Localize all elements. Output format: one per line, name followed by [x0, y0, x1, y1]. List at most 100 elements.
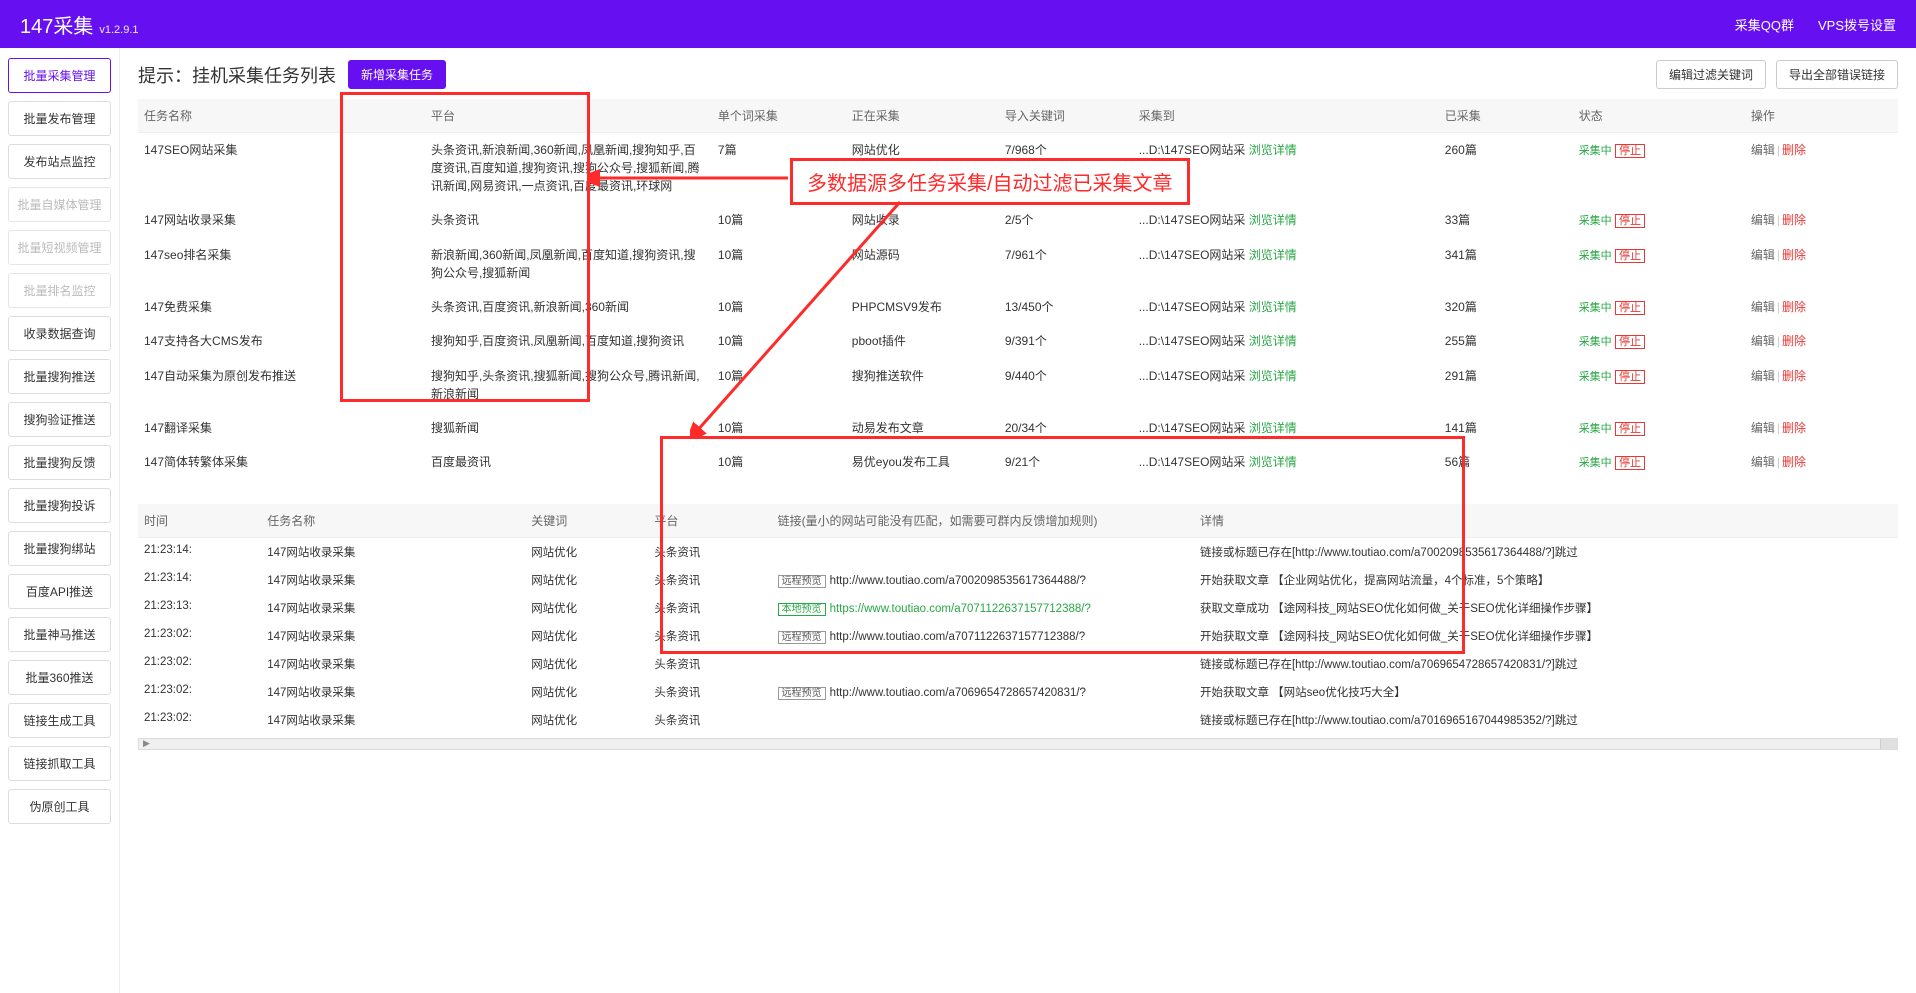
log-row: 21:23:02:147网站收录采集网站优化头条资讯链接或标题已存在[http:… — [138, 650, 1898, 678]
task-ops: 编辑|删除 — [1745, 411, 1898, 446]
task-delete-button[interactable]: 删除 — [1782, 143, 1806, 157]
sidebar-item-9[interactable]: 批量搜狗反馈 — [8, 445, 111, 480]
task-detail-link[interactable]: 浏览详情 — [1249, 421, 1297, 435]
sidebar-item-7[interactable]: 批量搜狗推送 — [8, 359, 111, 394]
sidebar-item-5: 批量排名监控 — [8, 273, 111, 308]
header-link-qq[interactable]: 采集QQ群 — [1735, 15, 1794, 34]
task-edit-button[interactable]: 编辑 — [1751, 334, 1775, 348]
task-name: 147seo排名采集 — [138, 238, 425, 290]
task-edit-button[interactable]: 编辑 — [1751, 213, 1775, 227]
task-stop-button[interactable]: 停止 — [1615, 335, 1645, 349]
task-detail-link[interactable]: 浏览详情 — [1249, 369, 1297, 383]
sidebar-item-17[interactable]: 伪原创工具 — [8, 789, 111, 824]
task-platform: 新浪新闻,360新闻,凤凰新闻,百度知道,搜狗资讯,搜狗公众号,搜狐新闻 — [425, 238, 712, 290]
header-link-vps[interactable]: VPS拨号设置 — [1818, 15, 1896, 34]
log-row: 21:23:02:147网站收录采集网站优化头条资讯链接或标题已存在[http:… — [138, 706, 1898, 734]
sidebar-item-8[interactable]: 搜狗验证推送 — [8, 402, 111, 437]
log-keyword: 网站优化 — [525, 537, 648, 566]
horizontal-scrollbar[interactable] — [138, 738, 1898, 750]
remote-preview-tag[interactable]: 远程预览 — [778, 631, 826, 644]
task-edit-button[interactable]: 编辑 — [1751, 369, 1775, 383]
task-done: 291篇 — [1439, 359, 1573, 411]
task-ops: 编辑|删除 — [1745, 324, 1898, 359]
log-link[interactable]: http://www.toutiao.com/a7069654728657420… — [830, 687, 1086, 699]
task-per: 10篇 — [712, 411, 846, 446]
task-delete-button[interactable]: 删除 — [1782, 213, 1806, 227]
sidebar-item-10[interactable]: 批量搜狗投诉 — [8, 488, 111, 523]
log-time: 21:23:14: — [138, 566, 261, 594]
task-row: 147简体转繁体采集百度最资讯10篇易优eyou发布工具9/21个...D:\1… — [138, 445, 1898, 480]
log-task: 147网站收录采集 — [261, 678, 525, 706]
log-link[interactable]: http://www.toutiao.com/a7002098535617364… — [830, 575, 1086, 587]
task-detail-link[interactable]: 浏览详情 — [1249, 300, 1297, 314]
task-delete-button[interactable]: 删除 — [1782, 455, 1806, 469]
task-keywords: 20/34个 — [999, 411, 1133, 446]
task-edit-button[interactable]: 编辑 — [1751, 248, 1775, 262]
task-stop-button[interactable]: 停止 — [1615, 214, 1645, 228]
local-preview-tag[interactable]: 本地预览 — [778, 603, 826, 616]
task-path: ...D:\147SEO网站采 浏览详情 — [1133, 133, 1439, 204]
task-stop-button[interactable]: 停止 — [1615, 144, 1645, 158]
sidebar-item-14[interactable]: 批量360推送 — [8, 660, 111, 695]
sidebar-item-0[interactable]: 批量采集管理 — [8, 58, 111, 93]
task-detail-link[interactable]: 浏览详情 — [1249, 143, 1297, 157]
filter-keywords-button[interactable]: 编辑过滤关键词 — [1656, 60, 1766, 89]
task-detail-link[interactable]: 浏览详情 — [1249, 213, 1297, 227]
task-done: 341篇 — [1439, 238, 1573, 290]
task-path: ...D:\147SEO网站采 浏览详情 — [1133, 324, 1439, 359]
task-detail-link[interactable]: 浏览详情 — [1249, 455, 1297, 469]
task-keywords: 7/968个 — [999, 133, 1133, 204]
task-collecting: pboot插件 — [846, 324, 999, 359]
sidebar-item-12[interactable]: 百度API推送 — [8, 574, 111, 609]
task-delete-button[interactable]: 删除 — [1782, 300, 1806, 314]
task-path: ...D:\147SEO网站采 浏览详情 — [1133, 411, 1439, 446]
task-collecting: 搜狗推送软件 — [846, 359, 999, 411]
export-errors-button[interactable]: 导出全部错误链接 — [1776, 60, 1898, 89]
remote-preview-tag[interactable]: 远程预览 — [778, 687, 826, 700]
log-task: 147网站收录采集 — [261, 566, 525, 594]
task-detail-link[interactable]: 浏览详情 — [1249, 334, 1297, 348]
content-area: 提示：挂机采集任务列表 新增采集任务 编辑过滤关键词 导出全部错误链接 任务名称… — [120, 48, 1916, 993]
log-col-0: 时间 — [138, 504, 261, 538]
log-link-cell: 本地预览 https://www.toutiao.com/a70711226371… — [772, 594, 1194, 622]
task-per: 10篇 — [712, 203, 846, 238]
tasks-table: 任务名称平台单个词采集正在采集导入关键词采集到已采集状态操作 147SEO网站采… — [138, 99, 1898, 480]
remote-preview-tag[interactable]: 远程预览 — [778, 575, 826, 588]
tasks-col-2: 单个词采集 — [712, 99, 846, 133]
sidebar-item-1[interactable]: 批量发布管理 — [8, 101, 111, 136]
sidebar-item-11[interactable]: 批量搜狗绑站 — [8, 531, 111, 566]
task-delete-button[interactable]: 删除 — [1782, 248, 1806, 262]
task-path: ...D:\147SEO网站采 浏览详情 — [1133, 359, 1439, 411]
task-edit-button[interactable]: 编辑 — [1751, 421, 1775, 435]
task-stop-button[interactable]: 停止 — [1615, 456, 1645, 470]
task-delete-button[interactable]: 删除 — [1782, 334, 1806, 348]
log-link[interactable]: http://www.toutiao.com/a7071122637157712… — [830, 631, 1086, 643]
task-edit-button[interactable]: 编辑 — [1751, 143, 1775, 157]
task-edit-button[interactable]: 编辑 — [1751, 455, 1775, 469]
sidebar-item-2[interactable]: 发布站点监控 — [8, 144, 111, 179]
task-edit-button[interactable]: 编辑 — [1751, 300, 1775, 314]
sidebar-item-16[interactable]: 链接抓取工具 — [8, 746, 111, 781]
task-delete-button[interactable]: 删除 — [1782, 421, 1806, 435]
task-platform: 搜狗知乎,百度资讯,凤凰新闻,百度知道,搜狗资讯 — [425, 324, 712, 359]
task-name: 147网站收录采集 — [138, 203, 425, 238]
sidebar-item-15[interactable]: 链接生成工具 — [8, 703, 111, 738]
new-task-button[interactable]: 新增采集任务 — [348, 60, 446, 89]
task-platform: 百度最资讯 — [425, 445, 712, 480]
log-link[interactable]: https://www.toutiao.com/a707112263715771… — [830, 603, 1091, 615]
task-stop-button[interactable]: 停止 — [1615, 370, 1645, 384]
task-stop-button[interactable]: 停止 — [1615, 422, 1645, 436]
task-row: 147seo排名采集新浪新闻,360新闻,凤凰新闻,百度知道,搜狗资讯,搜狗公众… — [138, 238, 1898, 290]
task-per: 7篇 — [712, 133, 846, 204]
log-row: 21:23:02:147网站收录采集网站优化头条资讯远程预览http://www… — [138, 678, 1898, 706]
task-row: 147SEO网站采集头条资讯,新浪新闻,360新闻,凤凰新闻,搜狗知乎,百度资讯… — [138, 133, 1898, 204]
task-stop-button[interactable]: 停止 — [1615, 301, 1645, 315]
task-delete-button[interactable]: 删除 — [1782, 369, 1806, 383]
task-done: 56篇 — [1439, 445, 1573, 480]
task-stop-button[interactable]: 停止 — [1615, 249, 1645, 263]
sidebar-item-6[interactable]: 收录数据查询 — [8, 316, 111, 351]
task-detail-link[interactable]: 浏览详情 — [1249, 248, 1297, 262]
log-platform: 头条资讯 — [648, 566, 771, 594]
log-platform: 头条资讯 — [648, 594, 771, 622]
sidebar-item-13[interactable]: 批量神马推送 — [8, 617, 111, 652]
